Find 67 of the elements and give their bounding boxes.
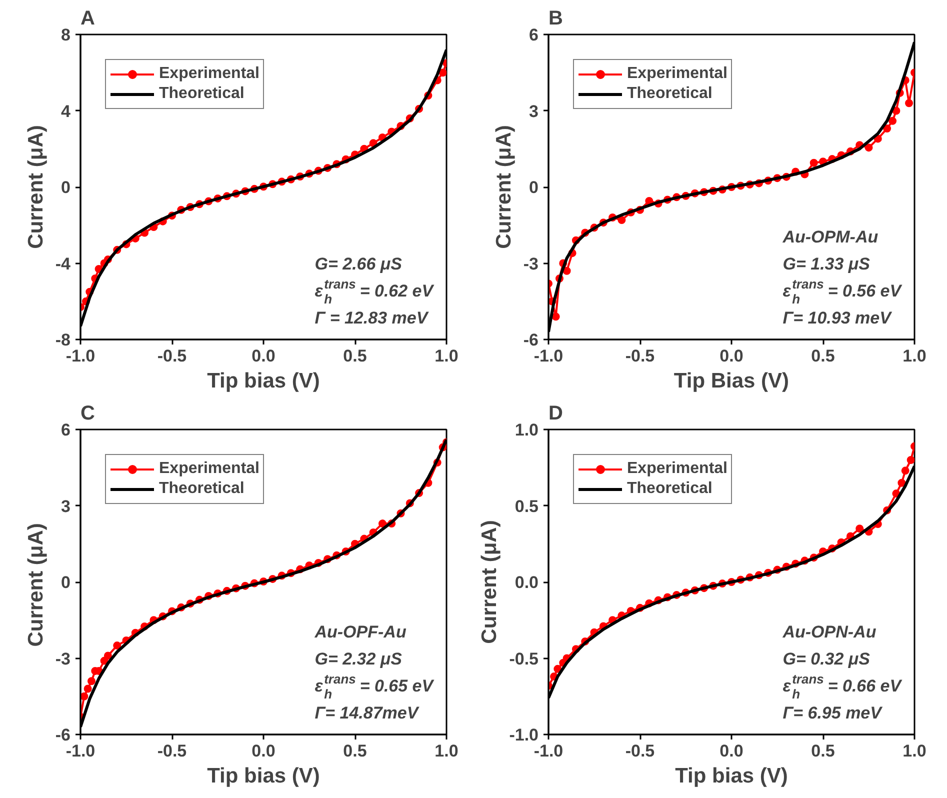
annotation: Au-OPM-Au bbox=[782, 228, 879, 246]
y-tick-label: -6 bbox=[55, 726, 71, 744]
x-tick-label: 1.0 bbox=[902, 742, 926, 760]
x-tick-label: 0.5 bbox=[343, 742, 367, 760]
annotation: G= 2.32 μS bbox=[314, 650, 403, 668]
annotation: G= 0.32 μS bbox=[782, 650, 871, 668]
legend-label: Theoretical bbox=[159, 84, 244, 104]
annotation: Γ= 6.95 meV bbox=[782, 704, 884, 722]
y-tick-label: 0 bbox=[529, 178, 539, 197]
y-axis-title: Current (μA) bbox=[492, 125, 516, 249]
y-tick-label: 0 bbox=[61, 178, 71, 197]
y-axis-title: Current (μA) bbox=[24, 523, 48, 647]
chart-title: C bbox=[80, 402, 95, 424]
chart-title: B bbox=[548, 8, 563, 30]
x-axis-title: Tip bias (V) bbox=[207, 370, 320, 392]
y-tick-label: 6 bbox=[61, 420, 71, 440]
y-tick-label: -3 bbox=[523, 254, 539, 274]
x-tick-label: 0.5 bbox=[343, 346, 367, 366]
x-tick-label: 0.0 bbox=[252, 346, 276, 366]
x-tick-label: 1.0 bbox=[434, 346, 458, 366]
x-tick-label: 0.5 bbox=[811, 346, 835, 366]
y-tick-label: 1.0 bbox=[514, 420, 539, 440]
y-tick-label: 8 bbox=[61, 26, 71, 44]
legend-label: Theoretical bbox=[159, 479, 244, 499]
x-axis-title: Tip Bias (V) bbox=[674, 370, 790, 392]
y-tick-label: -3 bbox=[55, 649, 71, 668]
y-tick-label: -4 bbox=[55, 254, 72, 274]
legend-label: Experimental bbox=[627, 64, 728, 84]
x-tick-label: 0.0 bbox=[252, 742, 276, 760]
legend-label: Experimental bbox=[159, 64, 260, 84]
chart-title: A bbox=[80, 8, 95, 30]
x-axis-title: Tip bias (V) bbox=[207, 764, 320, 788]
x-tick-label: 0.5 bbox=[811, 742, 835, 760]
legend-label: Theoretical bbox=[627, 84, 712, 104]
annotation: Au-OPN-Au bbox=[782, 622, 877, 642]
annotation: G= 1.33 μS bbox=[782, 254, 871, 274]
y-tick-label: 6 bbox=[529, 26, 539, 44]
y-tick-label: 3 bbox=[61, 496, 71, 516]
x-tick-label: 0.0 bbox=[720, 742, 744, 760]
x-tick-label: 0.0 bbox=[720, 346, 744, 366]
x-tick-label: -0.5 bbox=[625, 346, 655, 366]
y-tick-label: 0.0 bbox=[514, 573, 539, 592]
y-axis-title: Current (μA) bbox=[24, 125, 48, 249]
x-tick-label: 1.0 bbox=[434, 742, 458, 760]
x-axis-title: Tip bias (V) bbox=[675, 764, 788, 788]
annotation: Γ = 12.83 meV bbox=[314, 308, 430, 328]
annotation: G= 2.66 μS bbox=[314, 254, 403, 274]
annotation: Γ= 14.87meV bbox=[314, 704, 420, 722]
x-tick-label: 1.0 bbox=[902, 346, 926, 366]
y-tick-label: 4 bbox=[61, 102, 72, 121]
annotation: Γ= 10.93 meV bbox=[782, 308, 893, 328]
y-tick-label: -6 bbox=[523, 330, 539, 350]
y-tick-label: 0 bbox=[61, 573, 71, 592]
x-tick-label: -0.5 bbox=[625, 742, 655, 760]
chart-title: D bbox=[548, 402, 563, 424]
legend-label: Experimental bbox=[159, 459, 260, 479]
legend-label: Theoretical bbox=[627, 479, 712, 499]
y-tick-label: -1.0 bbox=[509, 726, 539, 744]
y-tick-label: 3 bbox=[529, 102, 539, 121]
legend-label: Experimental bbox=[627, 459, 728, 479]
x-tick-label: -0.5 bbox=[157, 346, 187, 366]
annotation: Au-OPF-Au bbox=[314, 622, 407, 642]
x-tick-label: -0.5 bbox=[157, 742, 187, 760]
y-tick-label: 0.5 bbox=[514, 496, 539, 516]
y-axis-title: Current (μA) bbox=[478, 520, 502, 644]
y-tick-label: -0.5 bbox=[509, 649, 539, 668]
y-tick-label: -8 bbox=[55, 330, 71, 350]
